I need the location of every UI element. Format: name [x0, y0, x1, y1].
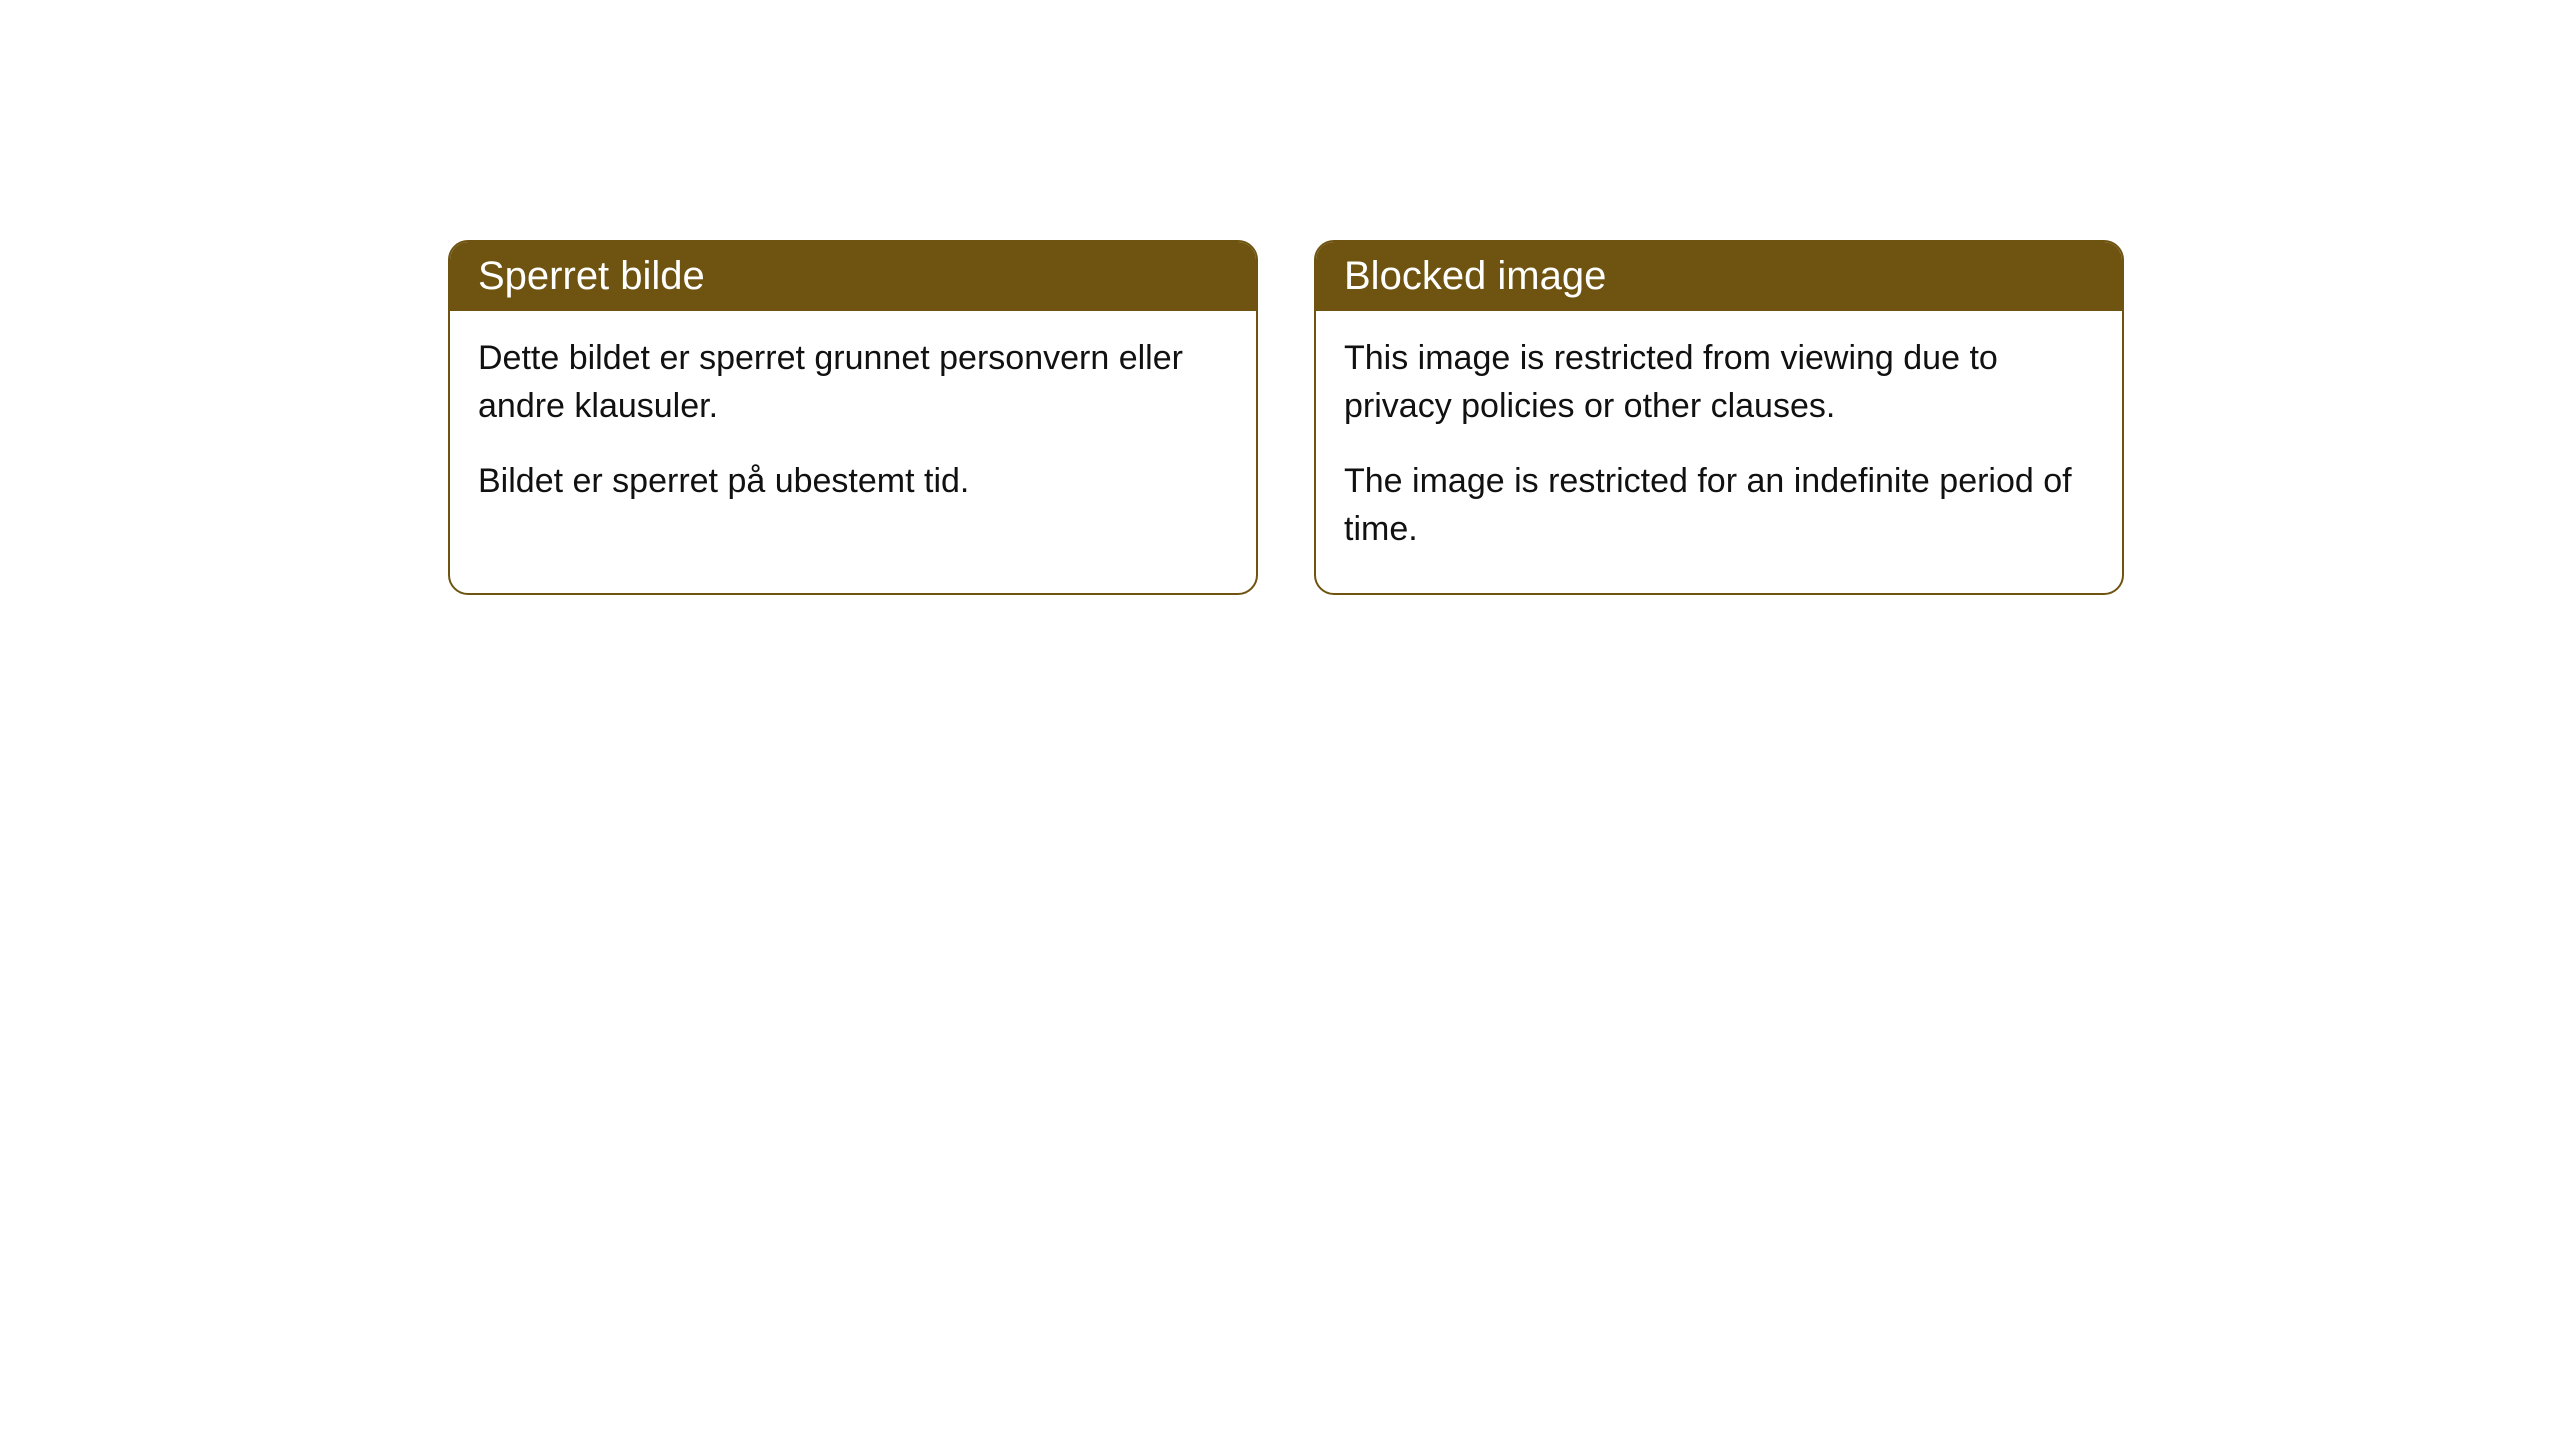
card-body-norwegian: Dette bildet er sperret grunnet personve…: [450, 311, 1256, 546]
notice-text-1: Dette bildet er sperret grunnet personve…: [478, 335, 1228, 430]
notice-text-2: The image is restricted for an indefinit…: [1344, 458, 2094, 553]
notice-text-1: This image is restricted from viewing du…: [1344, 335, 2094, 430]
card-header-norwegian: Sperret bilde: [450, 242, 1256, 311]
card-body-english: This image is restricted from viewing du…: [1316, 311, 2122, 593]
notice-card-english: Blocked image This image is restricted f…: [1314, 240, 2124, 595]
card-title: Sperret bilde: [478, 254, 705, 298]
card-header-english: Blocked image: [1316, 242, 2122, 311]
notice-cards-container: Sperret bilde Dette bildet er sperret gr…: [448, 240, 2124, 595]
card-title: Blocked image: [1344, 254, 1606, 298]
notice-card-norwegian: Sperret bilde Dette bildet er sperret gr…: [448, 240, 1258, 595]
notice-text-2: Bildet er sperret på ubestemt tid.: [478, 458, 1228, 506]
